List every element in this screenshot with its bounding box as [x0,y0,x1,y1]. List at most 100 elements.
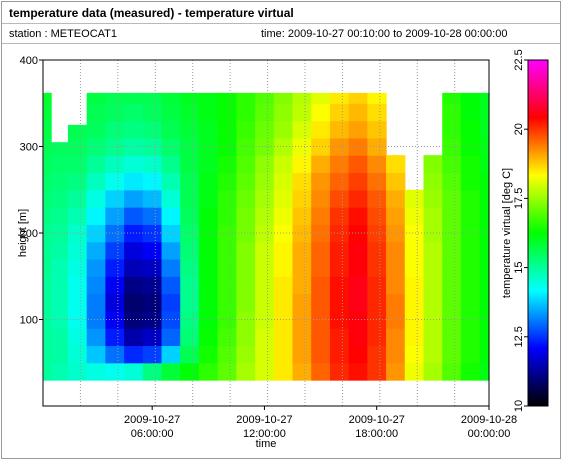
heatmap-cell [404,328,425,347]
heatmap-cell [329,258,350,277]
heatmap-cell [255,189,275,208]
heatmap-cell [479,207,490,225]
heatmap-cell [236,345,256,364]
heatmap-cell [367,172,387,191]
heatmap-cell [217,310,237,329]
heatmap-cell [161,103,181,122]
heatmap-cell [329,293,350,312]
y-tick-label: 200 [20,228,38,240]
heatmap-cell [105,328,125,347]
heatmap-cell [292,328,312,347]
heatmap-cell [311,92,331,104]
heatmap-cell [161,345,181,364]
heatmap-cell [348,241,368,260]
heatmap-cell [423,155,443,174]
heatmap-cell [460,189,481,208]
heatmap-cell [86,362,106,381]
heatmap-cell [86,258,106,277]
heatmap-cell [43,155,52,174]
heatmap-cell [404,362,425,381]
heatmap-cell [311,310,331,329]
colorbar-tick-label: 10 [513,400,525,412]
heatmap-cell [67,124,88,139]
heatmap-cell [236,362,256,381]
heatmap-cell [329,92,350,104]
heatmap-cell [255,241,275,260]
heatmap-cell [442,120,462,139]
heatmap-cell [367,137,387,156]
heatmap-cell [236,92,256,104]
heatmap-cell [423,189,443,208]
heatmap-cell [367,258,387,277]
heatmap-cell [198,103,219,122]
heatmap-cell [460,120,481,139]
heatmap-cell [273,172,294,191]
heatmap-cell [236,172,256,191]
heatmap-cell [105,293,125,312]
heatmap-cell [292,103,312,122]
heatmap-cell [161,224,181,243]
heatmap-cell [198,276,219,295]
colorbar-tick-label: 12.5 [513,326,525,347]
heatmap-cell [404,241,425,260]
heatmap-cell [124,293,144,312]
heatmap-cells [43,92,490,381]
heatmap-cell [43,276,52,295]
heatmap-cell [236,224,256,243]
title-bar: temperature data (measured) - temperatur… [2,2,560,24]
heatmap-cell [329,189,350,208]
colorbar-axis: 10 12.5 15 17.5 20 22.5 [513,49,528,412]
window-title: temperature data (measured) - temperatur… [9,6,294,20]
heatmap-cell [367,362,387,381]
heatmap-cell [124,241,144,260]
heatmap-cell [273,276,294,295]
heatmap-cell [460,258,481,277]
heatmap-cell [404,258,425,277]
heatmap-cell [386,310,406,329]
x-tick-label-time: 18:00:00 [355,428,398,440]
heatmap-cell [367,293,387,312]
heatmap-cell [180,362,200,381]
heatmap-cell [198,172,219,191]
heatmap-cell [124,172,144,191]
heatmap-cell [180,241,200,260]
heatmap-cell [198,293,219,312]
heatmap-cell [217,92,237,104]
heatmap-cell [142,120,163,139]
heatmap-cell [43,137,52,156]
heatmap-cell [180,137,200,156]
heatmap-cell [124,103,144,122]
heatmap-cell [423,328,443,347]
heatmap-cell [292,362,312,381]
heatmap-cell [442,189,462,208]
heatmap-cell [348,293,368,312]
heatmap-cell [124,345,144,364]
heatmap-cell [442,328,462,347]
heatmap-cell [460,207,481,225]
heatmap-cell [217,155,237,174]
heatmap-cell [236,207,256,225]
heatmap-cell [180,92,200,104]
heatmap-cell [255,92,275,104]
colorbar [527,59,549,407]
heatmap-cell [386,241,406,260]
heatmap-cell [311,345,331,364]
heatmap-cell [479,276,490,295]
heatmap-cell [348,172,368,191]
heatmap-cell [460,276,481,295]
heatmap-cell [105,155,125,174]
heatmap-cell [255,155,275,174]
heatmap-cell [236,328,256,347]
heatmap-cell [198,328,219,347]
heatmap-cell [273,258,294,277]
heatmap-cell [255,207,275,225]
heatmap-cell [479,172,490,191]
x-axis-label: time [256,438,277,450]
heatmap-cell [273,362,294,381]
heatmap-cell [43,258,52,277]
heatmap-cell [442,293,462,312]
heatmap-cell [442,276,462,295]
heatmap-cell [217,103,237,122]
heatmap-cell [423,172,443,191]
heatmap-cell [329,241,350,260]
